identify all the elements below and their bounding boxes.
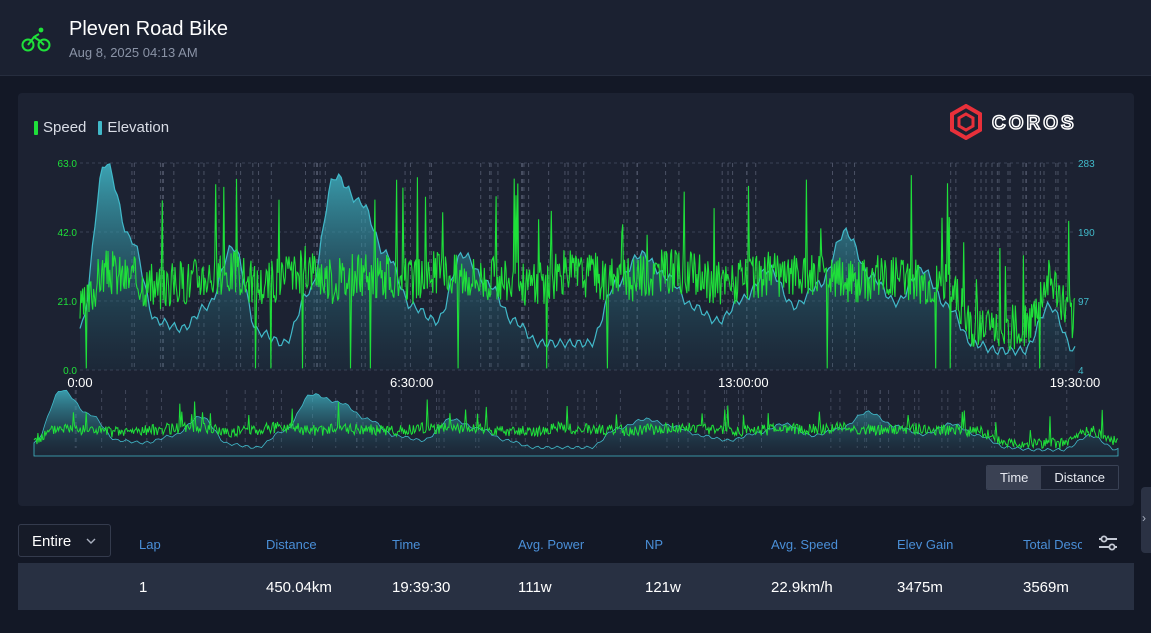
col-header-avg-speed[interactable]: Avg. Speed [771, 537, 838, 552]
y-right-tick-label: 97 [1078, 297, 1090, 308]
legend-label-elevation: Elevation [107, 119, 170, 136]
cell-avg-power: 111w [518, 579, 552, 596]
col-header-time[interactable]: Time [392, 537, 421, 552]
col-header-total-desc[interactable]: Total Desc [1023, 537, 1082, 552]
view-toggle[interactable]: Time Distance [986, 465, 1119, 490]
cell-distance: 450.04km [266, 579, 332, 596]
col-header-np[interactable]: NP [645, 537, 664, 552]
bike-icon [21, 27, 51, 52]
col-header-elev-gain[interactable]: Elev Gain [897, 537, 954, 552]
legend-item-elevation[interactable]: Elevation [98, 119, 169, 136]
chevron-down-icon [86, 538, 96, 544]
y-right-tick-label: 283 [1078, 159, 1095, 170]
x-tick-label: 19:30:00 [1050, 375, 1101, 390]
coros-logo: COROS [950, 104, 1077, 140]
col-header-lap[interactable]: Lap [139, 537, 161, 552]
y-left-tick-label: 21.0 [58, 297, 78, 308]
time-toggle-button[interactable]: Time [987, 466, 1042, 489]
elevation-area [80, 163, 1075, 370]
col-header-avg-power[interactable]: Avg. Power [518, 537, 585, 552]
side-panel-toggle[interactable]: › [1141, 487, 1151, 553]
x-tick-label: 13:00:00 [718, 375, 769, 390]
col-header-distance[interactable]: Distance [266, 537, 317, 552]
speed-elevation-chart[interactable]: 0.0 4 21.0 97 42.0 190 63.0 283 0:00 6:30:00 13:00… [18, 93, 1134, 506]
cell-total-desc: 3569m [1023, 579, 1069, 596]
cell-elev-gain: 3475m [897, 579, 943, 596]
overview-speed-line [33, 399, 1119, 449]
chart-legend: Speed Elevation [34, 119, 169, 136]
legend-item-speed[interactable]: Speed [34, 119, 86, 136]
y-right-tick-label: 190 [1078, 228, 1095, 239]
speed-series-line [79, 175, 1076, 369]
distance-toggle-button[interactable]: Distance [1041, 466, 1118, 489]
brand-name: COROS [992, 113, 1077, 134]
legend-swatch-speed [34, 120, 38, 135]
cell-avg-speed: 22.9km/h [771, 579, 833, 596]
y-left-tick-label: 42.0 [58, 228, 78, 239]
legend-swatch-elevation [98, 120, 103, 135]
activity-header: Pleven Road Bike Aug 8, 2025 04:13 AM [0, 0, 1151, 76]
x-tick-label: 6:30:00 [390, 375, 433, 390]
chart-card: Speed Elevation COROS 0.0 4 21.0 97 42.0 190 6… [18, 93, 1134, 506]
range-select-value: Entire [32, 533, 72, 550]
cell-time: 19:39:30 [392, 579, 451, 596]
cell-np: 121w [645, 579, 681, 596]
overview-chart[interactable] [33, 389, 1119, 457]
activity-title: Pleven Road Bike [69, 18, 228, 40]
column-settings-icon[interactable] [1097, 533, 1119, 553]
y-right-tick-label: 4 [1078, 366, 1084, 377]
activity-date: Aug 8, 2025 04:13 AM [69, 45, 198, 60]
legend-label-speed: Speed [43, 119, 87, 136]
range-select[interactable]: Entire [18, 524, 111, 557]
overview-elevation-area [33, 389, 1119, 457]
col-header-clip: Total Desc [1020, 530, 1082, 556]
table-row[interactable]: 1 450.04km 19:39:30 111w 121w 22.9km/h 3… [18, 563, 1134, 610]
x-tick-label: 0:00 [67, 375, 92, 390]
y-left-tick-label: 0.0 [63, 366, 77, 377]
chevron-right-icon: › [1142, 511, 1146, 525]
cell-lap: 1 [139, 579, 148, 596]
y-left-tick-label: 63.0 [58, 159, 78, 170]
